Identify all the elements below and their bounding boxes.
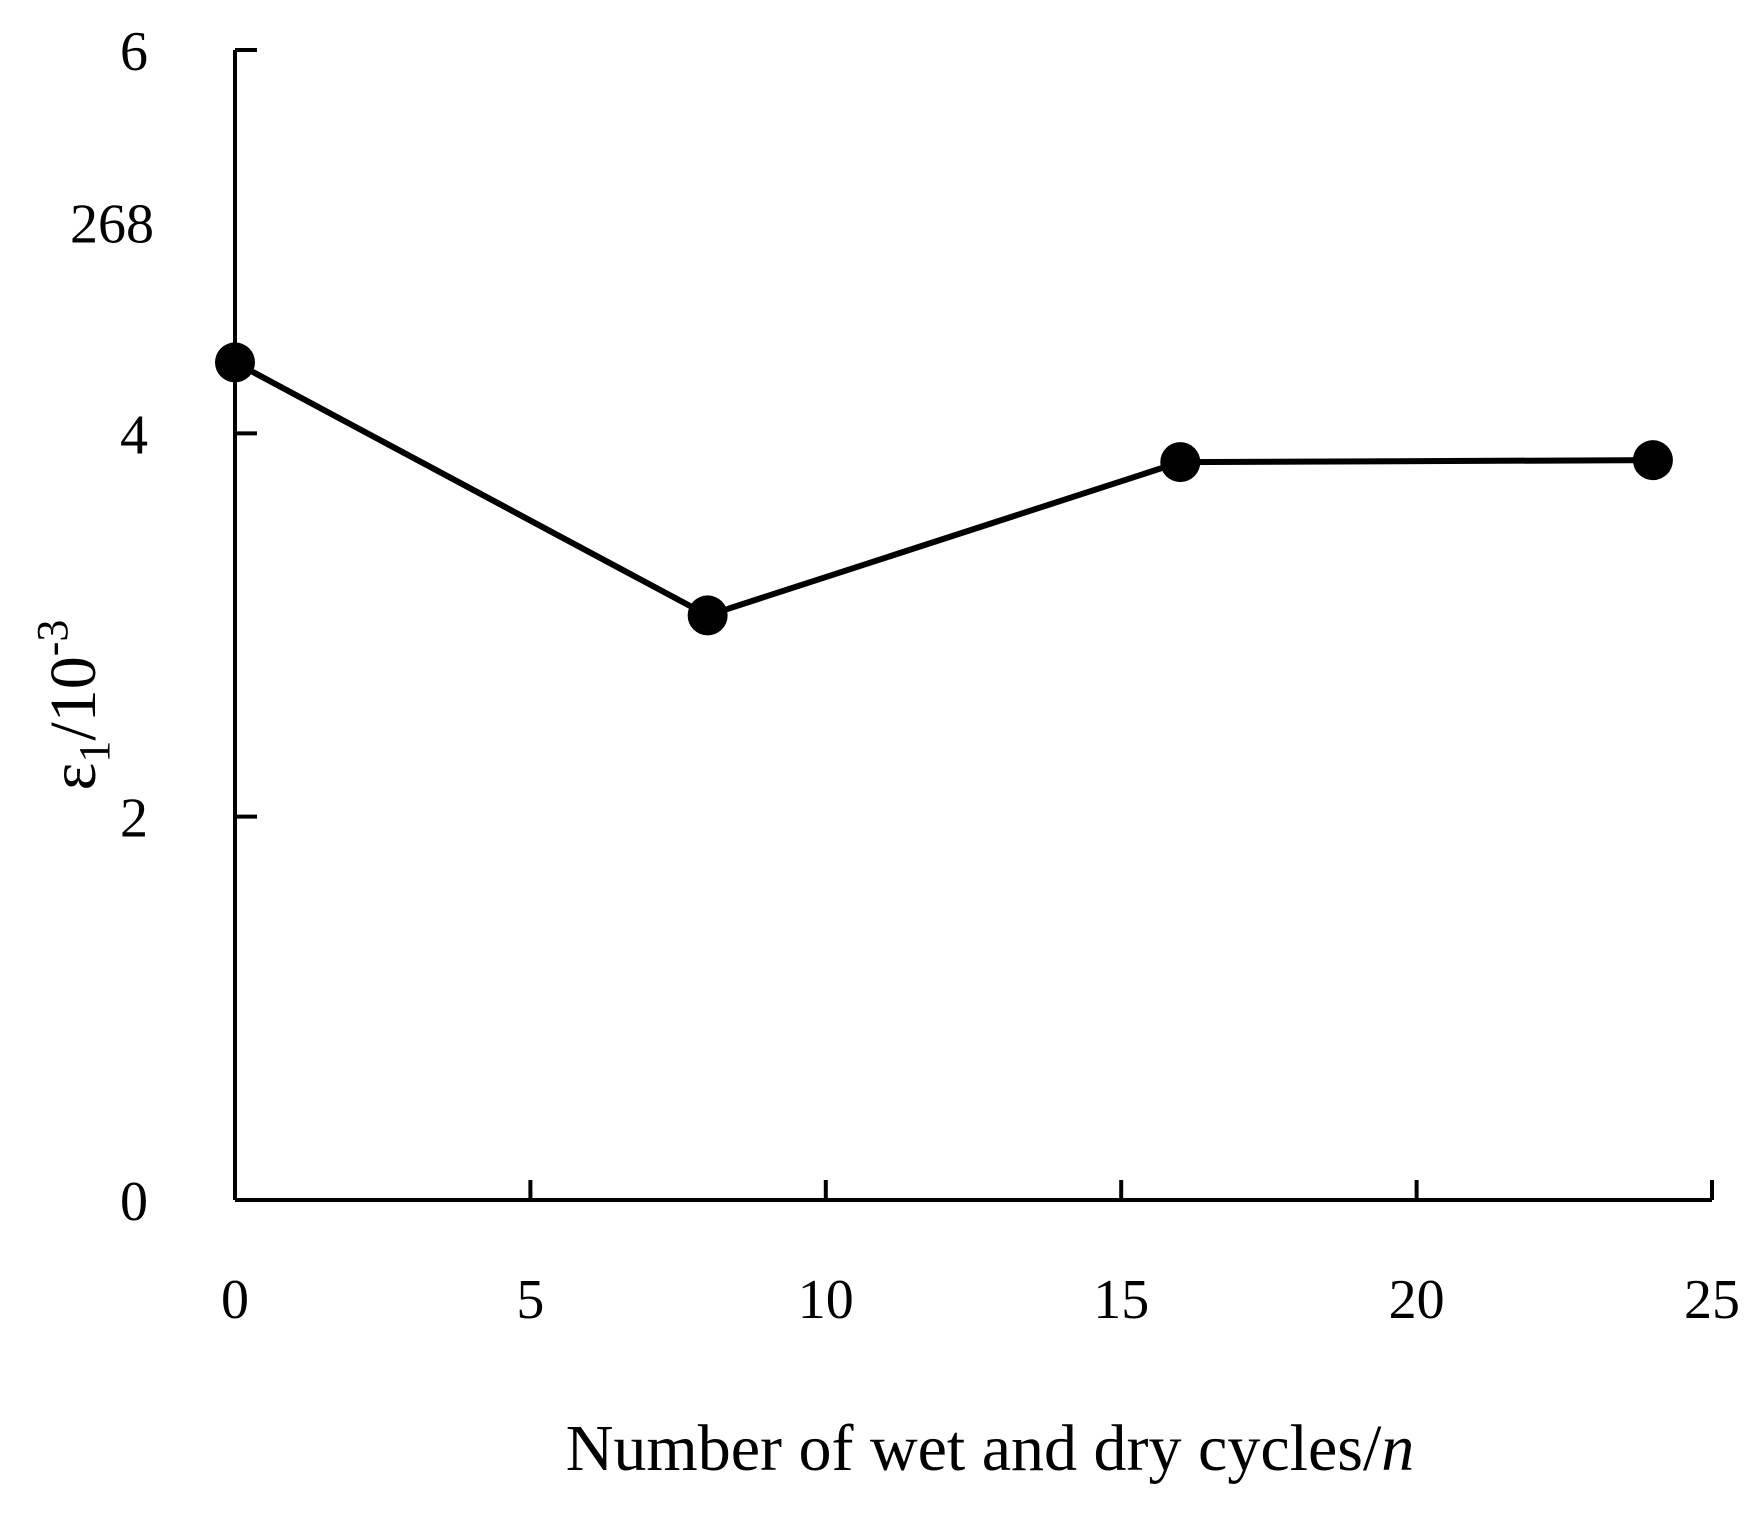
data-point-0-0	[215, 342, 255, 383]
data-point-0-1	[687, 595, 728, 636]
x-tick-label-5: 5	[516, 1269, 544, 1331]
y-axis-title-exponent: -3	[28, 620, 77, 657]
stray-label-268: 268	[70, 194, 154, 256]
axes	[233, 48, 1714, 1202]
series-line-0	[233, 359, 1653, 619]
series-marks	[215, 342, 1673, 636]
x-tick-label-20: 20	[1389, 1269, 1445, 1331]
x-axis-title-text: Number of wet and dry cycles/	[566, 1412, 1382, 1485]
x-tick-label-25: 25	[1684, 1269, 1740, 1331]
data-point-0-2	[1160, 442, 1201, 483]
chart-labels: 0 5 10 15 20 25 0 2 4 6	[120, 21, 1740, 1331]
y-axis-title-unit: /10	[37, 656, 110, 740]
y-tick-label-2: 2	[120, 788, 148, 850]
y-tick-label-4: 4	[120, 404, 148, 466]
y-axis-title: ε1/10-3	[28, 620, 119, 791]
x-tick-label-0: 0	[221, 1269, 249, 1331]
y-axis-title-subscript: 1	[70, 741, 119, 763]
data-point-0-3	[1632, 440, 1673, 481]
x-axis-title: Number of wet and dry cycles/n	[566, 1412, 1415, 1485]
y-axis-title-base: ε	[37, 763, 110, 791]
x-tick-label-10: 10	[798, 1269, 854, 1331]
y-tick-label-6: 6	[120, 21, 148, 83]
y-tick-label-0: 0	[120, 1171, 148, 1233]
x-axis-title-var: n	[1381, 1412, 1414, 1485]
x-tick-label-15: 15	[1093, 1269, 1149, 1331]
